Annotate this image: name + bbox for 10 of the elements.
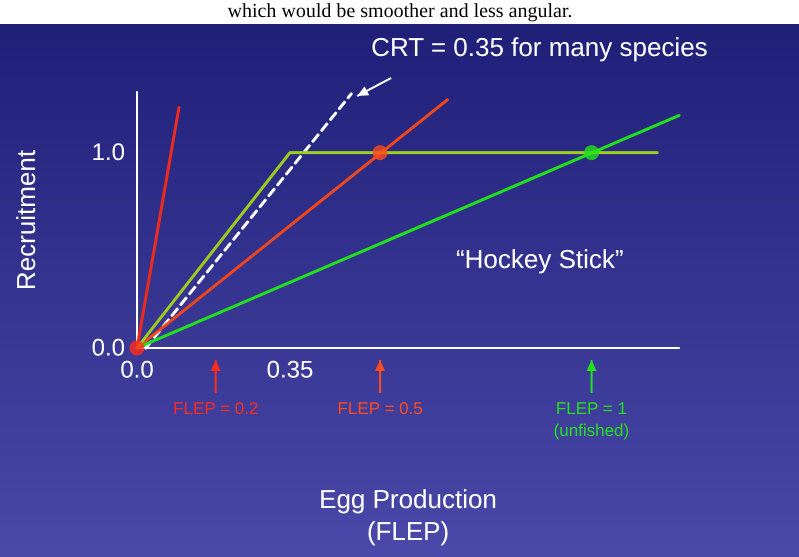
y-tick-label: 1.0 <box>92 139 125 166</box>
y-axis-title: Recruitment <box>11 149 41 290</box>
annotation: “Hockey Stick” <box>456 244 624 274</box>
text: FLEP = 1 (unfished) <box>554 398 630 442</box>
x-axis-title: Egg Production (FLEP) <box>319 484 497 546</box>
x-tick-label: 0.35 <box>266 356 314 384</box>
text: FLEP = 0.5 <box>338 398 423 420</box>
text: FLEP = 0.2 <box>173 398 258 420</box>
annotation: CRT = 0.35 for many species <box>371 32 708 62</box>
text: which would be smoother and less angular. <box>228 0 572 22</box>
